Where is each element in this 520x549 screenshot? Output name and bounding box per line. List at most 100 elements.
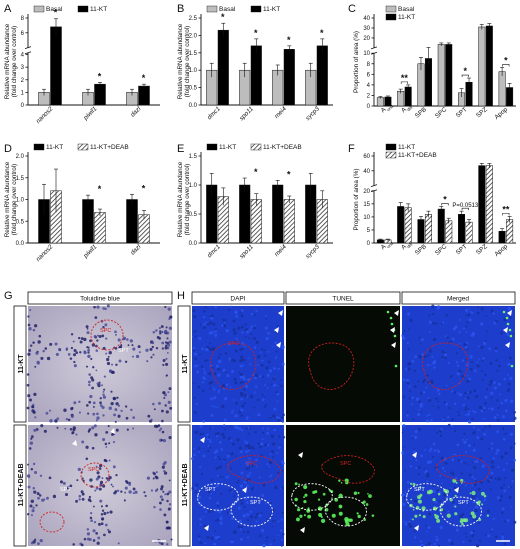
bar-series1 (82, 199, 94, 244)
dapi-nucleus (436, 466, 439, 469)
dapi-nucleus (439, 525, 443, 530)
dapi-nucleus (444, 335, 447, 338)
arrowhead (278, 310, 283, 316)
cell-nucleus (79, 351, 82, 354)
dapi-nucleus (265, 336, 269, 341)
dapi-nucleus (237, 506, 241, 510)
dapi-nucleus (473, 389, 477, 393)
cell-nucleus (58, 347, 62, 351)
dapi-nucleus (245, 467, 249, 471)
dapi-nucleus (246, 519, 250, 522)
dapi-nucleus (469, 367, 473, 371)
cell-nucleus (147, 414, 151, 418)
cell-nucleus (106, 361, 111, 366)
cell-nucleus (108, 369, 113, 373)
cell-nucleus (160, 542, 164, 546)
merged-positive (434, 507, 437, 511)
dapi-nucleus (221, 324, 224, 326)
h-title-box-3 (401, 291, 516, 305)
dapi-nucleus (490, 528, 494, 531)
cell-nucleus (31, 409, 35, 413)
dapi-nucleus (417, 380, 420, 383)
h-roi-spc-dapi-2 (227, 455, 281, 484)
cell-nucleus (169, 406, 173, 410)
dapi-nucleus (261, 375, 265, 378)
cell-nucleus (105, 504, 108, 508)
legend-swatch (385, 13, 397, 21)
merged-positive (452, 478, 457, 483)
dapi-nucleus (195, 491, 198, 494)
dapi-nucleus (463, 440, 467, 444)
cell-nucleus (168, 317, 171, 320)
dapi-nucleus (223, 321, 226, 324)
dapi-nucleus (426, 480, 429, 483)
bar-series1 (397, 206, 405, 244)
category-label: nanos2 (35, 105, 55, 125)
dapi-nucleus (463, 342, 467, 347)
dapi-nucleus (499, 393, 502, 396)
dapi-nucleus (280, 518, 283, 522)
dapi-nucleus (266, 536, 269, 539)
cell-nucleus (112, 485, 114, 488)
dapi-nucleus (471, 534, 475, 538)
dapi-nucleus (242, 531, 246, 534)
cell-nucleus (46, 496, 49, 500)
dapi-nucleus (413, 530, 416, 533)
dapi-nucleus (424, 484, 426, 486)
dapi-nucleus (440, 323, 443, 325)
axis-break-gap (371, 47, 377, 54)
tunel-positive (338, 504, 343, 509)
dapi-nucleus (423, 378, 426, 382)
dapi-nucleus (490, 442, 494, 445)
dapi-nucleus (424, 472, 426, 474)
bar-series2 (445, 44, 453, 107)
cell-nucleus (114, 420, 117, 423)
cell-nucleus (27, 315, 30, 318)
y-tick-label: 2 (21, 78, 25, 84)
dapi-nucleus (245, 500, 249, 504)
h-roi-spt-dapi-b (230, 496, 273, 527)
dapi-nucleus (214, 508, 218, 512)
dapi-nucleus (275, 350, 278, 353)
dapi-nucleus (401, 502, 405, 506)
dapi-nucleus (257, 413, 261, 417)
dapi-nucleus (242, 377, 246, 381)
cell-nucleus (163, 396, 166, 399)
dapi-nucleus (419, 410, 422, 412)
dapi-nucleus (225, 383, 229, 387)
cell-nucleus (152, 331, 156, 334)
dapi-nucleus (204, 510, 207, 513)
cell-nucleus (85, 404, 89, 407)
cell-nucleus (92, 366, 95, 369)
dapi-nucleus (261, 494, 265, 498)
category-label: sycp3 (304, 243, 321, 260)
cell-nucleus (95, 477, 99, 481)
dapi-nucleus (481, 379, 484, 381)
dapi-nucleus (212, 535, 214, 537)
cell-nucleus (85, 457, 89, 461)
dapi-nucleus (281, 511, 284, 515)
dapi-nucleus (216, 501, 220, 505)
dapi-nucleus (433, 449, 437, 452)
dapi-nucleus (241, 347, 244, 351)
dapi-nucleus (428, 330, 431, 333)
dapi-nucleus (262, 483, 266, 487)
cell-nucleus (89, 394, 93, 399)
dapi-nucleus (280, 539, 284, 542)
dapi-nucleus (448, 407, 451, 410)
cell-nucleus (26, 512, 30, 516)
dapi-nucleus (488, 407, 491, 410)
cell-nucleus (96, 412, 99, 416)
y-axis-label-line-1: Relative mRNA abundance (177, 161, 184, 237)
cell-nucleus (152, 477, 155, 480)
cell-nucleus (82, 479, 85, 482)
bar-series2 (316, 45, 328, 106)
dapi-nucleus (276, 400, 279, 402)
dapi-nucleus (215, 434, 219, 438)
h-row-label-2: 11-KT+DEAB (182, 464, 189, 507)
dapi-nucleus (422, 390, 426, 394)
cell-nucleus (158, 429, 161, 432)
cell-nucleus (94, 316, 98, 319)
dapi-nucleus (456, 372, 460, 376)
